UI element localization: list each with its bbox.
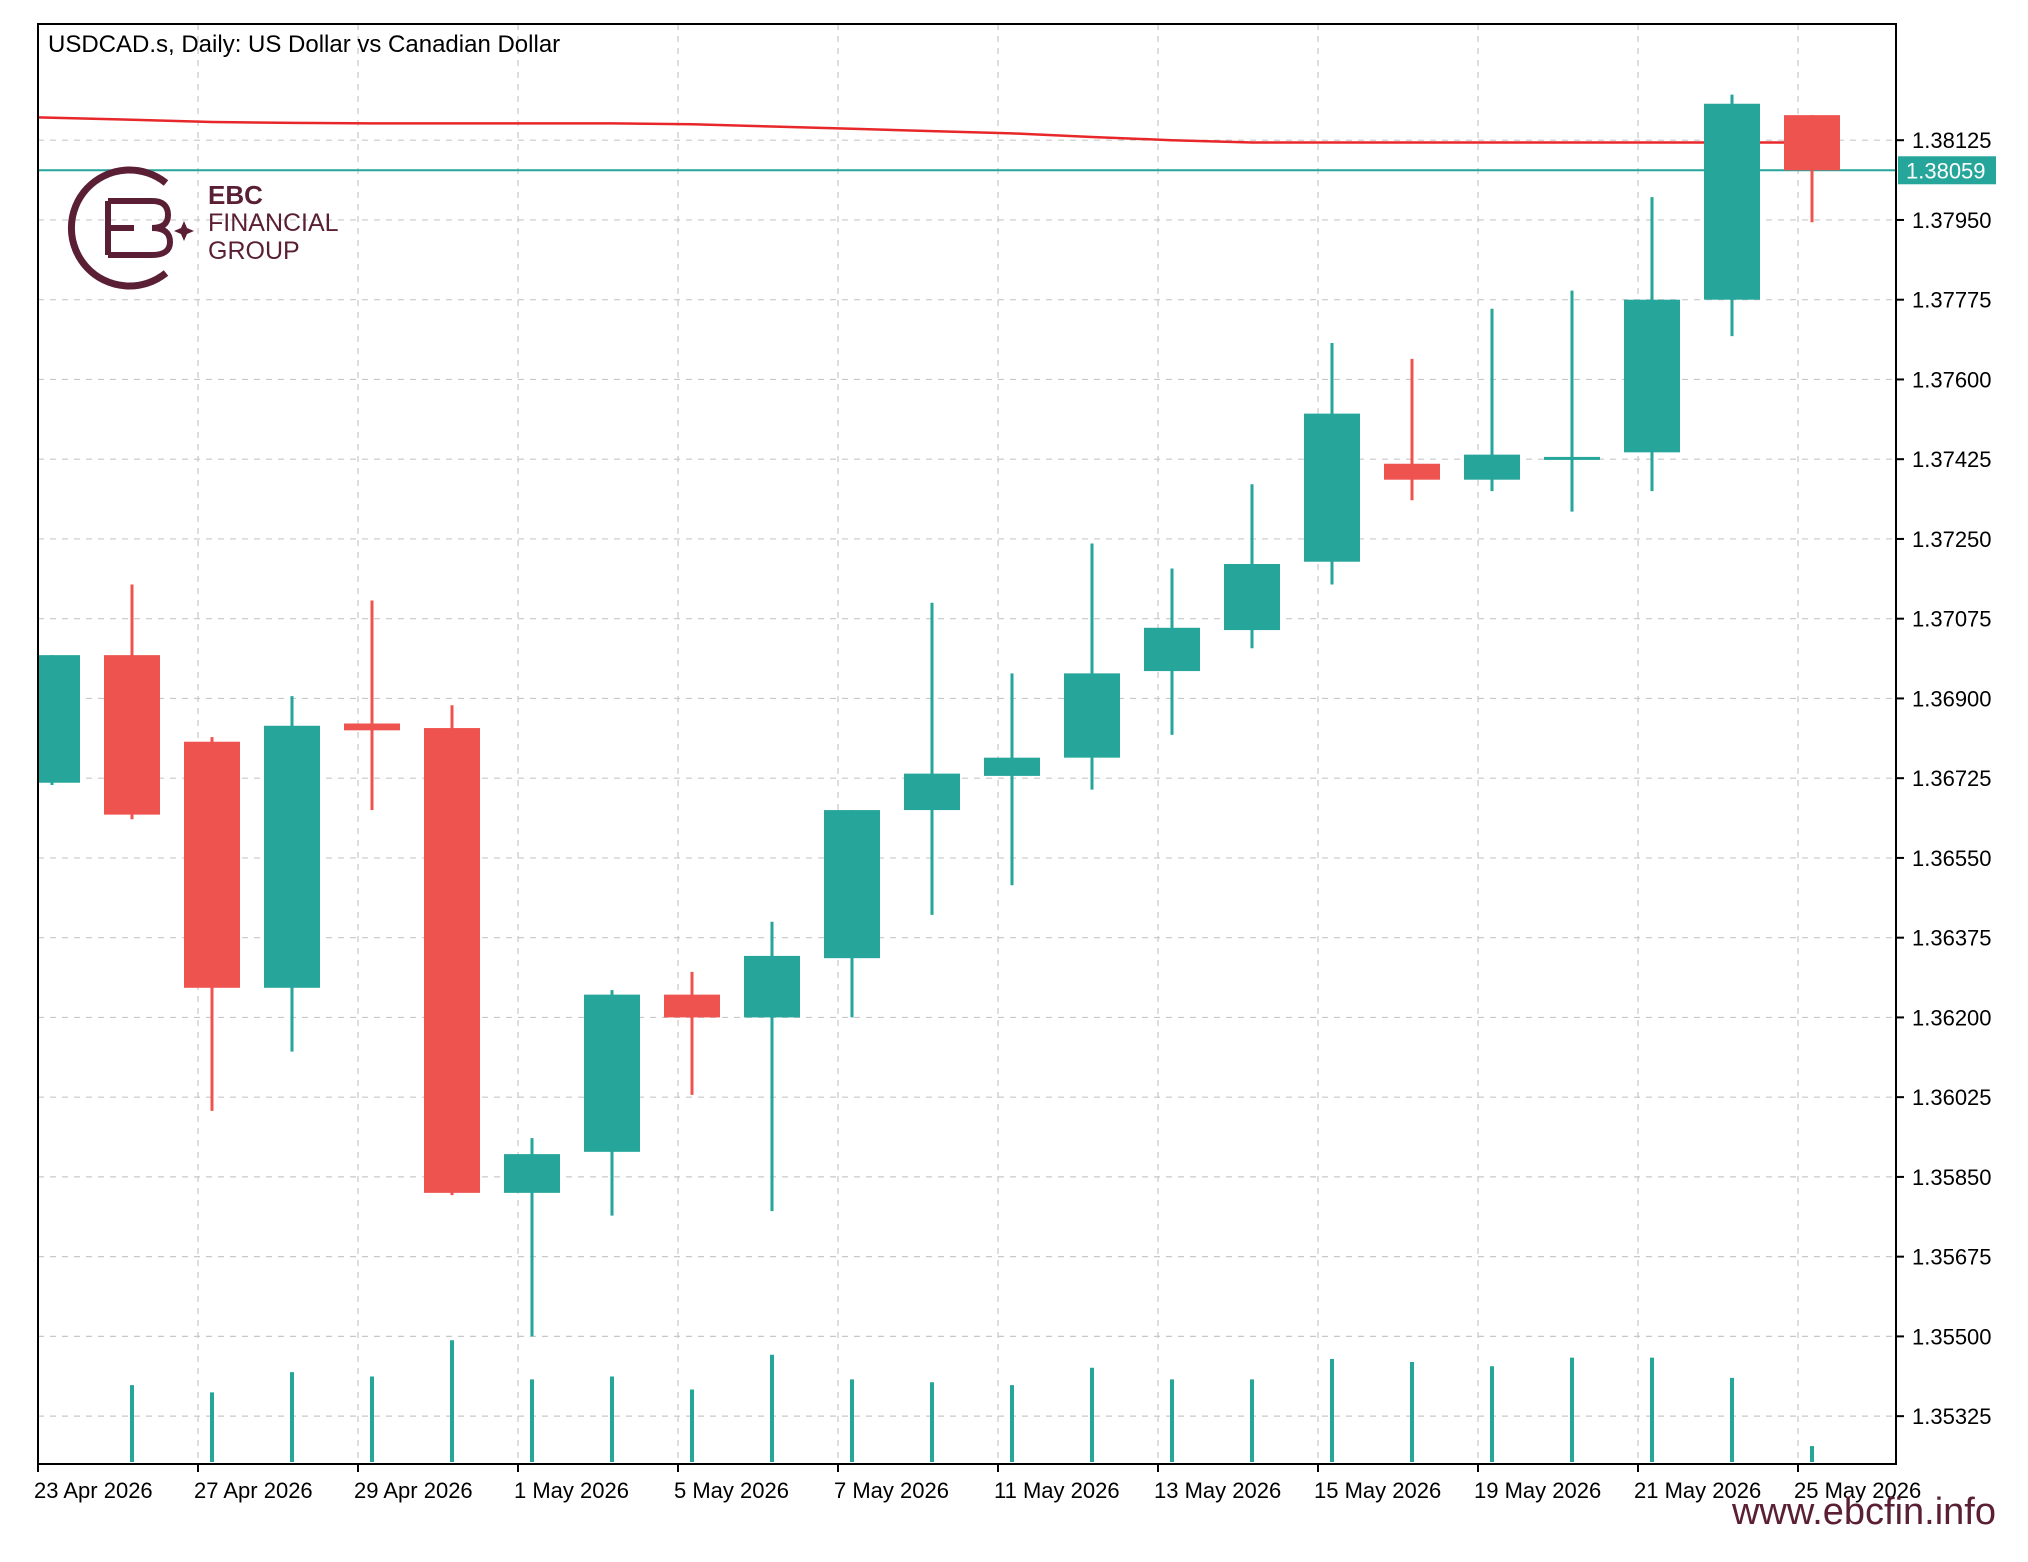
y-tick-label: 1.35850 xyxy=(1912,1165,1992,1190)
y-tick-label: 1.37425 xyxy=(1912,447,1992,472)
bull-candle xyxy=(1064,543,1120,790)
bear-candle xyxy=(104,584,160,820)
bear-candle xyxy=(1784,115,1840,223)
candle-body xyxy=(1464,454,1520,480)
bull-candle xyxy=(1624,197,1680,492)
y-tick-label: 1.36375 xyxy=(1912,926,1992,951)
bear-candle xyxy=(344,600,400,811)
bear-candle xyxy=(1384,358,1440,501)
candle-body xyxy=(104,655,160,815)
x-tick-label: 5 May 2026 xyxy=(674,1478,789,1503)
y-tick-label: 1.36200 xyxy=(1912,1005,1992,1030)
candle-body xyxy=(1144,627,1200,672)
x-tick-label: 27 Apr 2026 xyxy=(194,1478,313,1503)
candle-body xyxy=(584,994,640,1152)
x-tick-label: 19 May 2026 xyxy=(1474,1478,1601,1503)
brand-name: EBC FINANCIAL GROUP xyxy=(208,181,339,265)
ebc-logo-icon xyxy=(67,166,194,290)
candle-body xyxy=(1624,299,1680,453)
y-tick-label: 1.36025 xyxy=(1912,1085,1992,1110)
y-axis: 1.38125 1.37950 1.37775 1.37600 1.37425 1.372… xyxy=(1896,128,1992,1429)
candle-body xyxy=(1704,103,1760,300)
candle-body xyxy=(1304,413,1360,562)
candle-body xyxy=(1784,115,1840,171)
bull-candle xyxy=(504,1138,560,1337)
candle-body xyxy=(344,723,400,731)
brand-line-2: FINANCIAL xyxy=(208,209,339,237)
candle-body xyxy=(1544,456,1600,460)
bear-candle xyxy=(424,705,480,1196)
y-tick-label: 1.36900 xyxy=(1912,686,1992,711)
x-tick-label: 15 May 2026 xyxy=(1314,1478,1441,1503)
y-tick-label: 1.35325 xyxy=(1912,1404,1992,1429)
candle-body xyxy=(184,741,240,988)
x-tick-label: 21 May 2026 xyxy=(1634,1478,1761,1503)
y-tick-label: 1.37250 xyxy=(1912,527,1992,552)
y-tick-label: 1.35500 xyxy=(1912,1324,1992,1349)
current-price-label: 1.38059 xyxy=(1906,158,1986,183)
bull-candle xyxy=(264,696,320,1052)
bear-candle xyxy=(664,971,720,1095)
candle-body xyxy=(744,955,800,1018)
candle-body xyxy=(824,810,880,959)
x-tick-label: 7 May 2026 xyxy=(834,1478,949,1503)
moving-average-layer xyxy=(37,116,1812,144)
bull-candle xyxy=(1304,342,1360,585)
x-tick-label: 23 Apr 2026 xyxy=(34,1478,153,1503)
y-tick-label: 1.37075 xyxy=(1912,607,1992,632)
brand-line-1: EBC xyxy=(208,180,263,210)
bull-candle xyxy=(984,673,1040,886)
candle-body xyxy=(504,1154,560,1193)
moving-average-line xyxy=(37,116,1812,144)
bull-candle xyxy=(1224,484,1280,649)
y-tick-label: 1.38125 xyxy=(1912,128,1992,153)
y-tick-label: 1.37950 xyxy=(1912,208,1992,233)
x-tick-label: 13 May 2026 xyxy=(1154,1478,1281,1503)
bear-candle xyxy=(184,737,240,1111)
website-link[interactable]: www.ebcfin.info xyxy=(1731,1491,1996,1533)
brand-logo: EBC FINANCIAL GROUP xyxy=(66,163,366,293)
x-tick-label: 1 May 2026 xyxy=(514,1478,629,1503)
y-tick-label: 1.36725 xyxy=(1912,766,1992,791)
y-tick-label: 1.37775 xyxy=(1912,288,1992,313)
bull-candle xyxy=(1704,94,1760,337)
y-tick-label: 1.35675 xyxy=(1912,1245,1992,1270)
bull-candle xyxy=(1464,308,1520,492)
x-tick-label: 25 May 2026 xyxy=(1794,1478,1921,1503)
candle-body xyxy=(1224,564,1280,631)
bull-candle xyxy=(584,990,640,1216)
candle-body xyxy=(984,757,1040,776)
candle-body xyxy=(264,725,320,988)
current-price-layer: 1.38059 xyxy=(38,156,1996,185)
candle-body xyxy=(664,994,720,1018)
candle-body xyxy=(1064,673,1120,758)
bull-candle xyxy=(904,602,960,915)
bull-candle xyxy=(744,921,800,1212)
y-tick-label: 1.36550 xyxy=(1912,846,1992,871)
x-axis: 23 Apr 2026 27 Apr 2026 29 Apr 2026 1 May 2… xyxy=(34,1464,1921,1503)
bull-candle xyxy=(38,655,80,786)
y-tick-label: 1.37600 xyxy=(1912,367,1992,392)
brand-line-3: GROUP xyxy=(208,237,300,265)
current-price-tag xyxy=(1898,156,1996,185)
x-tick-label: 11 May 2026 xyxy=(994,1478,1120,1503)
candle-body xyxy=(424,728,480,1193)
grid-lines xyxy=(37,24,1896,1464)
x-tick-label: 29 Apr 2026 xyxy=(354,1478,473,1503)
candles-layer xyxy=(38,94,1840,1337)
bull-candle xyxy=(824,810,880,1018)
bull-candle xyxy=(1144,568,1200,735)
bull-candle xyxy=(1544,290,1600,512)
candle-body xyxy=(38,655,80,783)
volume-layer xyxy=(130,1340,1814,1462)
candle-body xyxy=(1384,463,1440,480)
plot-frame xyxy=(37,23,1897,1465)
candle-body xyxy=(904,773,960,811)
chart-title: USDCAD.s, Daily: US Dollar vs Canadian D… xyxy=(48,31,560,58)
